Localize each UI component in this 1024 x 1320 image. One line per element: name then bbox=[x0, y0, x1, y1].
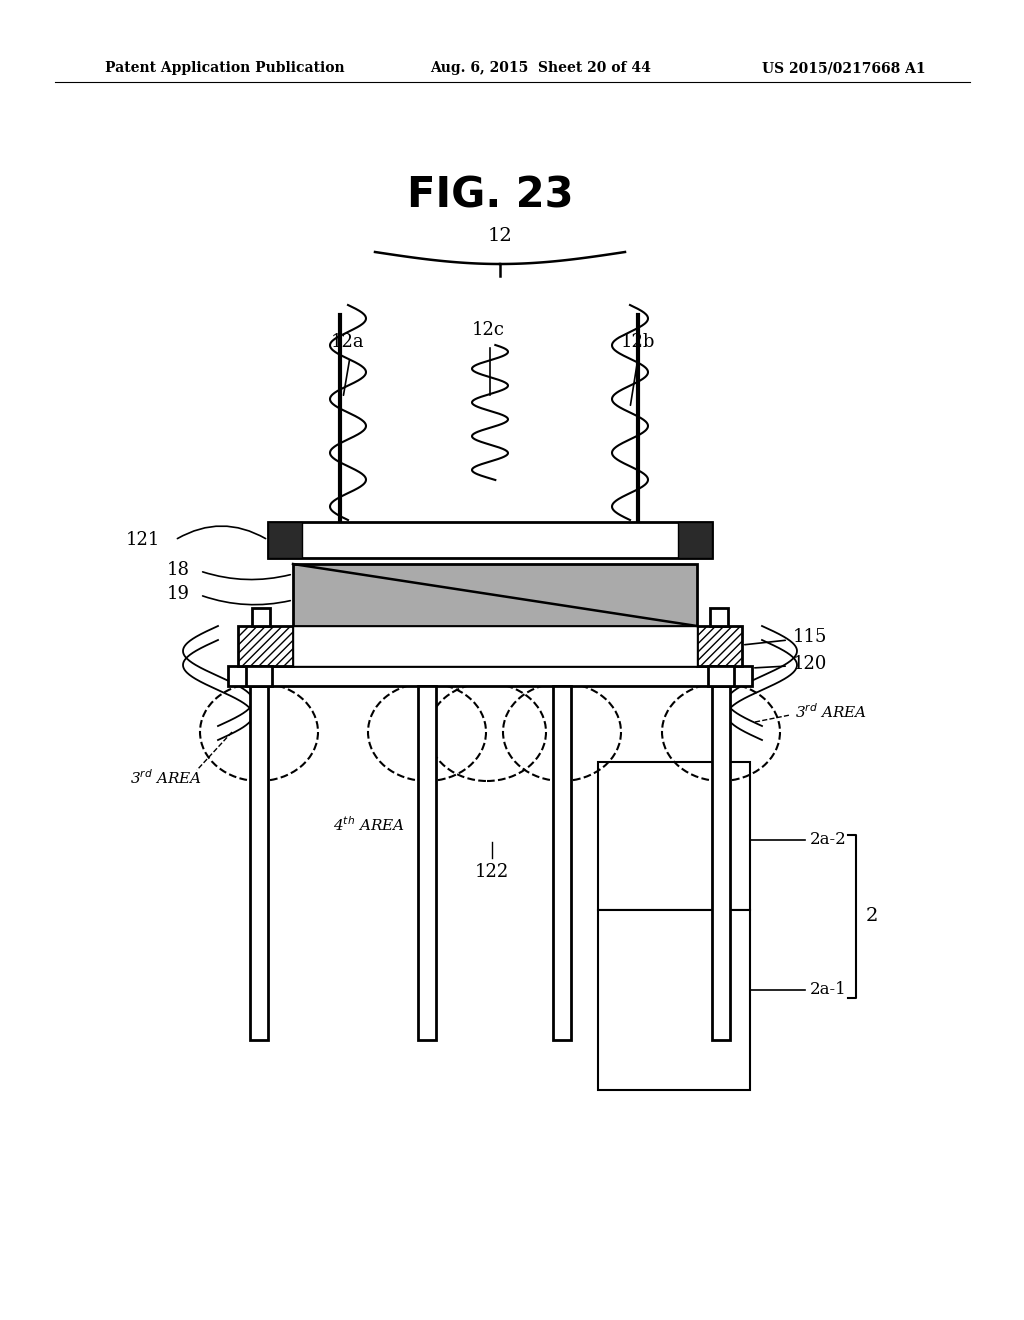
Text: 12b: 12b bbox=[621, 333, 655, 351]
Text: 3$^{rd}$ AREA: 3$^{rd}$ AREA bbox=[795, 702, 867, 721]
Text: 3$^{rd}$ AREA: 3$^{rd}$ AREA bbox=[130, 768, 202, 787]
Polygon shape bbox=[598, 909, 750, 1090]
Text: 4$^{th}$ AREA: 4$^{th}$ AREA bbox=[333, 816, 406, 834]
Text: 2a-1: 2a-1 bbox=[810, 982, 847, 998]
Text: 115: 115 bbox=[793, 628, 827, 645]
Polygon shape bbox=[228, 667, 752, 686]
Text: 12c: 12c bbox=[471, 321, 505, 339]
Polygon shape bbox=[293, 626, 697, 667]
Polygon shape bbox=[418, 686, 436, 1040]
Text: 122: 122 bbox=[475, 863, 509, 880]
Text: 2a-2: 2a-2 bbox=[810, 832, 847, 849]
Polygon shape bbox=[710, 609, 728, 626]
Polygon shape bbox=[268, 521, 712, 558]
Text: FIG. 23: FIG. 23 bbox=[407, 174, 573, 216]
Text: Patent Application Publication: Patent Application Publication bbox=[105, 61, 345, 75]
Polygon shape bbox=[712, 686, 730, 1040]
Text: US 2015/0217668 A1: US 2015/0217668 A1 bbox=[762, 61, 926, 75]
Polygon shape bbox=[697, 626, 742, 667]
Polygon shape bbox=[268, 521, 302, 558]
Polygon shape bbox=[708, 667, 734, 686]
Polygon shape bbox=[246, 667, 272, 686]
Polygon shape bbox=[238, 626, 293, 667]
Polygon shape bbox=[553, 686, 571, 1040]
Text: 120: 120 bbox=[793, 655, 827, 673]
Polygon shape bbox=[678, 521, 712, 558]
Polygon shape bbox=[598, 762, 750, 909]
Text: Aug. 6, 2015  Sheet 20 of 44: Aug. 6, 2015 Sheet 20 of 44 bbox=[430, 61, 651, 75]
Text: 12: 12 bbox=[487, 227, 512, 246]
Text: 19: 19 bbox=[167, 585, 190, 603]
Text: 2: 2 bbox=[866, 907, 879, 925]
Text: 12a: 12a bbox=[331, 333, 365, 351]
Polygon shape bbox=[250, 686, 268, 1040]
Text: 18: 18 bbox=[167, 561, 190, 579]
Polygon shape bbox=[252, 609, 270, 626]
Polygon shape bbox=[293, 564, 697, 626]
Text: 121: 121 bbox=[126, 531, 160, 549]
